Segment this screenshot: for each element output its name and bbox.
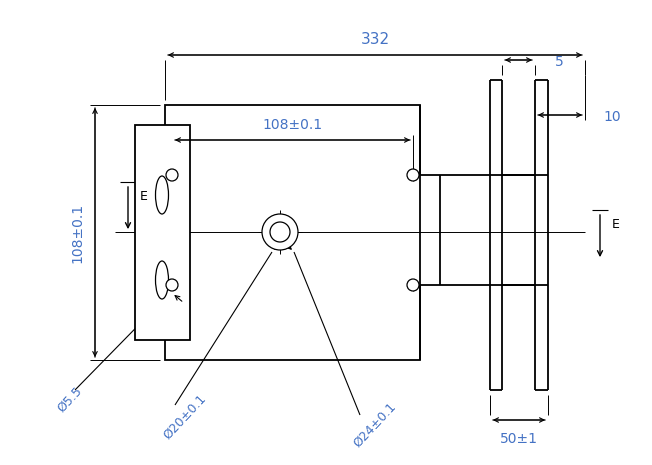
Text: Ø24±0.1: Ø24±0.1 xyxy=(351,400,399,450)
Text: 108±0.1: 108±0.1 xyxy=(70,202,84,263)
Bar xyxy=(165,105,420,360)
Text: 10: 10 xyxy=(603,110,621,124)
Circle shape xyxy=(262,214,298,250)
Circle shape xyxy=(407,279,419,291)
Circle shape xyxy=(166,279,178,291)
Text: 5: 5 xyxy=(555,55,564,69)
Text: 50±1: 50±1 xyxy=(500,432,538,446)
Text: Ø20±0.1: Ø20±0.1 xyxy=(161,392,209,442)
Text: 332: 332 xyxy=(361,32,389,47)
Text: E: E xyxy=(612,218,620,231)
Circle shape xyxy=(166,169,178,181)
Bar xyxy=(135,125,190,340)
Text: 108±0.1: 108±0.1 xyxy=(263,118,323,132)
Text: Ø5.5: Ø5.5 xyxy=(55,385,85,415)
Text: E: E xyxy=(140,190,148,203)
Circle shape xyxy=(270,222,290,242)
Circle shape xyxy=(407,169,419,181)
